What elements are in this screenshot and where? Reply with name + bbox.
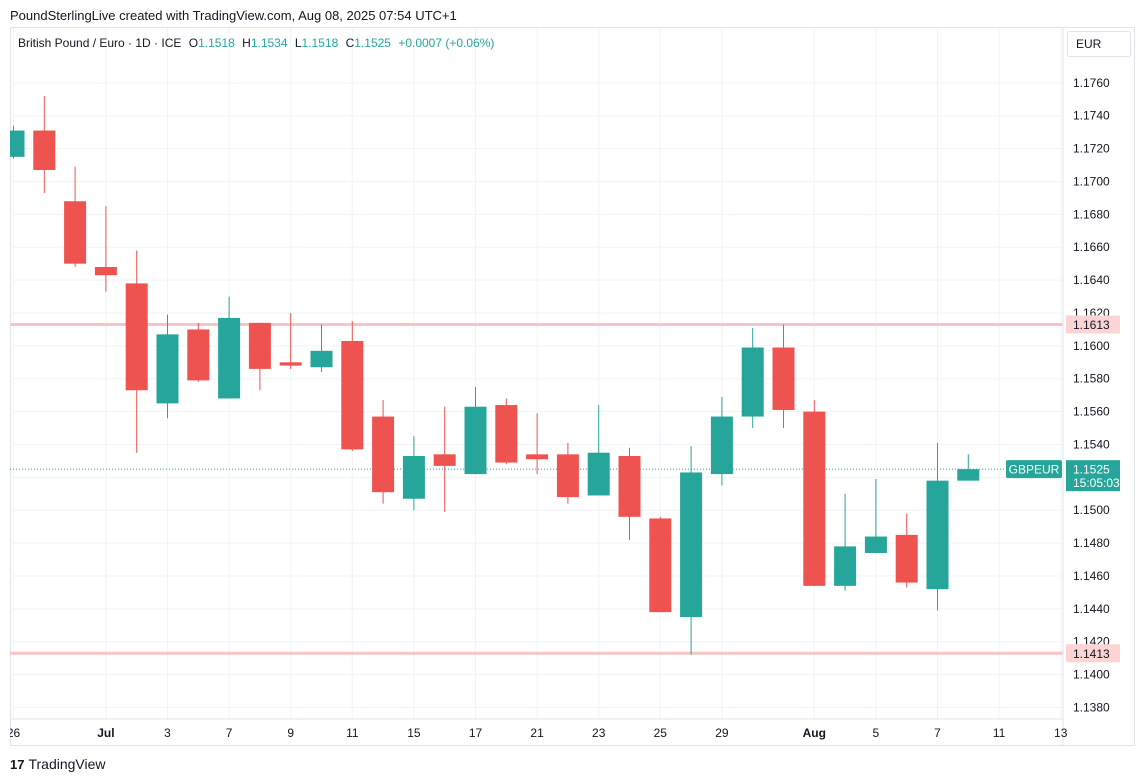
price-tick-label: 1.1660 <box>1073 240 1110 254</box>
attribution-text: PoundSterlingLive created with TradingVi… <box>10 8 457 23</box>
candle-body-up <box>156 334 179 404</box>
price-tick-label: 1.1540 <box>1073 437 1110 451</box>
price-tick-label: 1.1380 <box>1073 700 1110 714</box>
time-axis[interactable]: 26 Jul 3 7 9 11 15 17 21 23 25 29 Aug 5 7 11 13 <box>7 718 1068 740</box>
tradingview-logo-text: TradingView <box>28 756 106 772</box>
price-tick-label: 1.1580 <box>1073 372 1110 386</box>
symbol-tag: GBPEUR <box>1009 463 1060 477</box>
candle-body-down <box>94 266 117 276</box>
candle-body-up <box>464 406 487 475</box>
price-tick-label: 1.1400 <box>1073 668 1110 682</box>
price-tick-label: 1.1440 <box>1073 602 1110 616</box>
horizontal-levels <box>10 323 1063 655</box>
open-label: O <box>188 36 199 50</box>
candle-body-down <box>526 454 549 460</box>
time-tick-label: 7 <box>934 726 941 740</box>
close-value: 1.1525 <box>354 36 391 50</box>
time-tick-label: Aug <box>803 726 826 740</box>
price-tick-label: 1.1640 <box>1073 273 1110 287</box>
candle-body-down <box>33 130 56 170</box>
candle-body-up <box>957 469 980 481</box>
price-tick-label: 1.1560 <box>1073 405 1110 419</box>
candle-body-up <box>710 416 733 475</box>
level-label: 1.1413 <box>1073 647 1110 661</box>
candle-body-up <box>741 347 764 417</box>
price-tick-label: 1.1720 <box>1073 142 1110 156</box>
candle-body-up <box>310 350 333 368</box>
time-tick-label: 5 <box>873 726 880 740</box>
low-value: 1.1518 <box>301 36 339 50</box>
low-label: L <box>294 36 302 50</box>
candle-body-down <box>279 362 302 366</box>
candle-body-up <box>402 456 425 499</box>
symbol-tag-bg <box>1006 460 1062 479</box>
tradingview-mark-icon: 17 <box>10 757 25 772</box>
candle-body-down <box>372 416 395 493</box>
candles <box>2 96 980 655</box>
price-tick-label: 1.1600 <box>1073 339 1110 353</box>
price-tick-label: 1.1740 <box>1073 109 1110 123</box>
currency-selector[interactable]: EUR <box>1067 31 1131 57</box>
candle-body-down <box>772 347 795 410</box>
time-tick-label: 29 <box>715 726 729 740</box>
price-tick-label: 1.1680 <box>1073 207 1110 221</box>
last-price-label-bg <box>1066 460 1120 492</box>
candle-body-up <box>864 536 887 553</box>
time-tick-label: Jul <box>97 726 114 740</box>
candle-body-down <box>495 405 518 463</box>
price-tick-label: 1.1760 <box>1073 76 1110 90</box>
time-tick-label: 23 <box>592 726 606 740</box>
time-tick-label: 9 <box>287 726 294 740</box>
candle-body-down <box>187 329 210 381</box>
candle-body-down <box>125 283 148 391</box>
candle-body-up <box>680 472 703 618</box>
close-label: C <box>345 36 355 50</box>
countdown-label: 15:05:03 <box>1073 476 1120 490</box>
time-tick-label: 13 <box>1054 726 1068 740</box>
candle-body-up <box>218 317 241 399</box>
left-margin-mask <box>0 0 10 781</box>
last-price-label: 1.1525 <box>1073 463 1110 477</box>
candle-body-down <box>556 454 579 498</box>
chart-frame <box>10 27 1135 746</box>
symbol-description: British Pound / Euro · 1D · ICE <box>18 36 182 50</box>
level-label: 1.1613 <box>1073 318 1110 332</box>
candle-body-up <box>587 452 610 496</box>
price-tick-label: 1.1480 <box>1073 536 1110 550</box>
candle-body-down <box>433 454 456 466</box>
candle-body-down <box>341 340 364 450</box>
candle-body-down <box>649 518 672 613</box>
high-label: H <box>242 36 251 50</box>
change-value: +0.0007 (+0.06%) <box>398 36 495 50</box>
time-tick-label: 21 <box>530 726 544 740</box>
time-tick-label: 15 <box>407 726 421 740</box>
time-tick-label: 26 <box>7 726 21 740</box>
price-tick-label: 1.1500 <box>1073 503 1110 517</box>
level-label-bg <box>1066 644 1120 663</box>
candle-body-up <box>926 480 949 590</box>
price-tick-label: 1.1700 <box>1073 174 1110 188</box>
time-tick-label: 17 <box>469 726 483 740</box>
level-label-bg <box>1066 315 1120 334</box>
price-axis[interactable]: 1.13801.14001.14201.14401.14601.14801.15… <box>1062 28 1110 746</box>
ohlc-legend: British Pound / Euro · 1D · ICE O1.1518 … <box>18 36 494 50</box>
candle-body-up <box>834 546 857 586</box>
time-tick-label: 25 <box>654 726 668 740</box>
candle-body-down <box>64 201 87 264</box>
candle-body-down <box>248 322 271 369</box>
candle-body-down <box>618 456 641 517</box>
open-value: 1.1518 <box>198 36 235 50</box>
time-tick-label: 7 <box>226 726 233 740</box>
time-tick-label: 11 <box>346 726 359 740</box>
time-tick-label: 11 <box>993 726 1006 740</box>
time-tick-label: 3 <box>164 726 171 740</box>
tradingview-logo[interactable]: 17 TradingView <box>10 756 106 772</box>
candle-body-down <box>803 411 826 586</box>
price-tick-label: 1.1460 <box>1073 569 1110 583</box>
candle-body-down <box>895 534 918 583</box>
high-value: 1.1534 <box>250 36 288 50</box>
